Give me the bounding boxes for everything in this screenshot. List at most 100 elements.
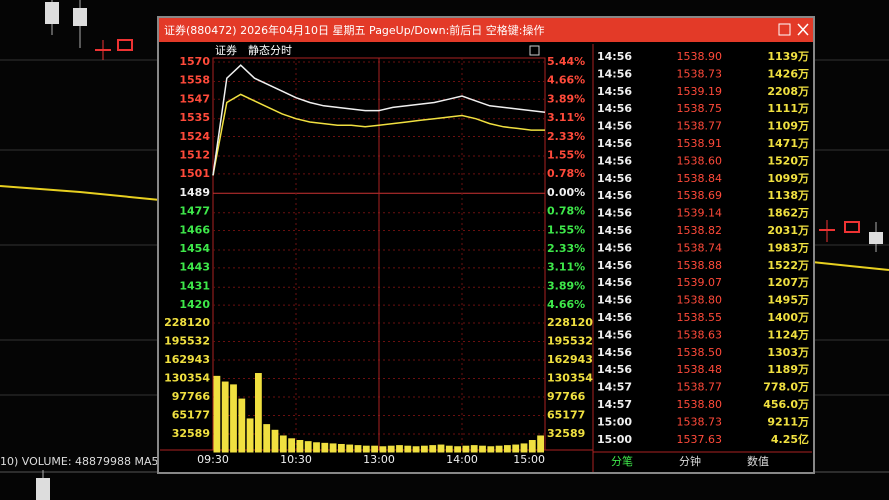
tick-time: 14:56 xyxy=(597,137,632,150)
percent-label: 3.89% xyxy=(547,279,585,292)
volume-bar xyxy=(313,442,320,453)
volume-bar xyxy=(238,398,246,453)
volume-bar xyxy=(288,438,295,453)
tick-time: 14:56 xyxy=(597,189,632,202)
volume-bar xyxy=(304,441,312,453)
tick-price: 1538.55 xyxy=(677,311,723,324)
tick-price: 1538.80 xyxy=(677,294,723,307)
tick-time: 15:00 xyxy=(597,415,632,428)
time-label: 15:00 xyxy=(513,453,545,466)
volume-bar xyxy=(462,445,470,453)
tick-price: 1538.75 xyxy=(677,102,723,115)
tick-time: 14:56 xyxy=(597,67,632,80)
tick-price: 1538.91 xyxy=(677,137,723,150)
percent-label: 1.55% xyxy=(547,149,585,162)
tick-price: 1538.88 xyxy=(677,259,723,272)
tab[interactable]: 数值 xyxy=(747,455,769,468)
volume-bar xyxy=(296,440,304,453)
tick-time: 14:56 xyxy=(597,207,632,220)
price-label: 1477 xyxy=(179,205,210,218)
tick-price: 1538.73 xyxy=(677,415,723,428)
tick-volume: 1138万 xyxy=(767,189,809,202)
tick-volume: 456.0万 xyxy=(763,398,809,411)
time-label: 10:30 xyxy=(280,453,312,466)
tick-volume: 1303万 xyxy=(767,346,809,359)
price-label: 1443 xyxy=(179,261,210,274)
volume-bar xyxy=(321,442,329,453)
volume-bar xyxy=(520,443,528,453)
time-label: 14:00 xyxy=(446,453,478,466)
price-label: 1420 xyxy=(179,298,210,311)
volume-bar xyxy=(470,445,478,453)
tick-time: 15:00 xyxy=(597,433,632,446)
time-label: 13:00 xyxy=(363,453,395,466)
price-label: 1512 xyxy=(179,149,210,162)
tick-time: 14:56 xyxy=(597,363,632,376)
volume-bar xyxy=(271,429,279,453)
volume-bar xyxy=(213,375,221,453)
tick-price: 1538.82 xyxy=(677,224,723,237)
percent-label: 4.66% xyxy=(547,74,585,87)
tick-volume: 1109万 xyxy=(767,120,809,133)
volume-bar xyxy=(437,444,445,453)
price-label: 1489 xyxy=(179,186,210,199)
tick-price: 1539.14 xyxy=(677,207,723,220)
percent-label: 0.78% xyxy=(547,205,585,218)
tick-volume: 1862万 xyxy=(767,207,809,220)
chart-menu-icon[interactable] xyxy=(529,45,540,56)
volume-bar xyxy=(404,445,412,453)
volume-label: 65177 xyxy=(547,409,585,422)
tick-volume: 2208万 xyxy=(767,85,809,98)
price-label: 1431 xyxy=(179,279,210,292)
volume-bar xyxy=(421,445,428,453)
percent-label: 3.11% xyxy=(547,111,585,124)
tick-time: 14:56 xyxy=(597,50,632,63)
volume-bar xyxy=(537,435,544,453)
tick-volume: 1124万 xyxy=(767,328,809,341)
chart-name: 证券 xyxy=(215,43,237,57)
tick-volume: 2031万 xyxy=(767,224,809,237)
percent-label: 4.66% xyxy=(547,298,585,311)
volume-bar xyxy=(230,384,237,453)
window: 证券(880472) 2026年04月10日 星期五 PageUp/Down:前… xyxy=(157,16,815,474)
volume-label: 228120 xyxy=(547,316,593,329)
tick-volume: 9211万 xyxy=(767,415,809,428)
tick-volume: 1111万 xyxy=(767,102,809,115)
percent-label: 5.44% xyxy=(547,55,585,68)
tick-time: 14:56 xyxy=(597,102,632,115)
maximize-button[interactable] xyxy=(778,23,791,36)
tick-price: 1538.63 xyxy=(677,328,723,341)
tick-price: 1537.63 xyxy=(677,433,723,446)
price-label: 1501 xyxy=(179,167,210,180)
tick-volume: 1471万 xyxy=(767,137,809,150)
volume-label: 97766 xyxy=(547,390,586,403)
volume-bar xyxy=(528,440,536,453)
tab[interactable]: 分笔 xyxy=(611,454,633,468)
tick-time: 14:57 xyxy=(597,398,632,411)
status-text: 10) VOLUME: 48879988 MA5: xyxy=(0,455,162,468)
tick-volume: 1207万 xyxy=(767,276,809,289)
volume-bar xyxy=(512,444,520,453)
tick-price: 1538.73 xyxy=(677,67,723,80)
average-line xyxy=(212,93,545,176)
tick-volume: 778.0万 xyxy=(763,381,809,394)
volume-bar xyxy=(387,445,395,453)
tick-price: 1538.84 xyxy=(677,172,723,185)
plot: 1570 5.44% 1558 4.66% 1547 3.89% 1535 3.11% 1524… xyxy=(164,50,809,468)
close-button[interactable] xyxy=(797,23,809,36)
price-label: 1524 xyxy=(179,130,210,143)
volume-bar xyxy=(379,446,387,453)
time-label: 09:30 xyxy=(197,453,229,466)
volume-bar xyxy=(221,381,229,453)
volume-label: 130354 xyxy=(164,372,210,385)
volume-bar xyxy=(495,445,503,453)
tick-volume: 1189万 xyxy=(767,363,809,376)
tick-price: 1538.48 xyxy=(677,363,723,376)
tab[interactable]: 分钟 xyxy=(679,454,701,468)
tick-time: 14:56 xyxy=(597,276,632,289)
tick-volume: 1400万 xyxy=(767,311,809,324)
tick-volume: 1099万 xyxy=(767,172,809,185)
tick-time: 14:57 xyxy=(597,381,632,394)
tick-price: 1538.90 xyxy=(677,50,723,63)
